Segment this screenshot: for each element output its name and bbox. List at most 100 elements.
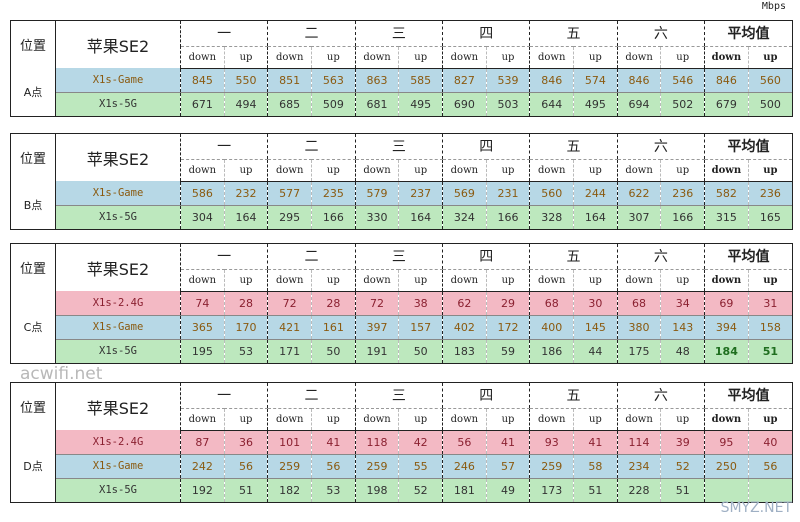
up-label: up [485,408,530,431]
results-table-3: 位置 苹果SE2 一二三四五六平均值 down up down up down up down up… [10,243,793,364]
up-label: up [223,159,268,182]
up-value: 52 [660,453,705,478]
down-value: 560 [529,181,574,205]
up-value: 38 [398,291,443,315]
network-name: X1s-5G [55,338,181,363]
up-value: 41 [311,430,356,454]
day-header: 五 [529,383,618,409]
up-value: 539 [485,68,530,92]
results-table-2: 位置 苹果SE2 一二三四五六平均值 down up down up down up down up… [10,133,793,230]
down-value: 186 [529,338,574,363]
down-value: 183 [442,338,487,363]
up-value: 550 [223,68,268,92]
up-value: 495 [573,91,618,116]
up-value: 166 [311,204,356,229]
down-value: 74 [180,291,225,315]
up-value: 28 [311,291,356,315]
average-down-value: 394 [704,314,749,339]
average-down-value: 315 [704,204,749,229]
day-header: 五 [529,21,618,47]
up-label: up [398,46,443,69]
down-value: 259 [267,453,312,478]
up-label: up [311,269,356,292]
up-value: 58 [573,453,618,478]
results-table: 位置 苹果SE2 一二三四五六平均值 down up down up down up down up… [11,21,792,116]
average-up-value: 158 [747,314,792,339]
header-row: 位置 苹果SE2 一二三四五六平均值 [11,134,792,181]
network-name: X1s-Game [55,68,181,92]
down-label: down [529,408,574,431]
up-value: 28 [223,291,268,315]
up-value: 170 [223,314,268,339]
down-value: 400 [529,314,574,339]
network-name: X1s-Game [55,181,181,205]
down-value: 198 [354,477,399,502]
average-header: 平均值 [704,21,792,47]
table-row: X1s-5G 192 51 182 53 198 52 181 49 173 51 228 51 [11,477,792,502]
network-name: X1s-Game [55,314,181,339]
up-label: up [398,159,443,182]
table-row: X1s-5G 195 53 171 50 191 50 183 59 186 44 175 48 184 5… [11,338,792,363]
down-label: down [354,159,399,182]
down-value: 569 [442,181,487,205]
table-row: X1s-5G 671 494 685 509 681 495 690 503 644 495 694 5… [11,91,792,116]
location-label: D点 [11,430,56,502]
up-label: up [660,46,705,69]
up-label: up [747,269,792,292]
up-value: 563 [311,68,356,92]
day-header: 六 [616,21,705,47]
day-header: 三 [354,21,443,47]
down-label: down [267,269,312,292]
up-value: 231 [485,181,530,205]
down-label: down [529,46,574,69]
watermark: acwifi.net [20,364,103,384]
down-value: 577 [267,181,312,205]
watermark-corner: SMYZ.NET [720,500,792,516]
down-value: 182 [267,477,312,502]
down-value: 171 [267,338,312,363]
day-header: 一 [179,244,268,270]
down-value: 380 [616,314,661,339]
up-value: 503 [485,91,530,116]
down-value: 671 [180,91,225,116]
table-row: A点 X1s-Game 845 550 851 563 863 585 827 539 846 574… [11,68,792,116]
up-value: 41 [573,430,618,454]
table-row: X1s-5G 304 164 295 166 330 164 324 166 328 164 307 1… [11,204,792,229]
down-value: 195 [180,338,225,363]
down-value: 681 [354,91,399,116]
up-label: up [223,408,268,431]
up-label: up [223,269,268,292]
unit-label: Mbps [761,1,786,12]
down-label: down [704,269,749,292]
down-value: 118 [354,430,399,454]
device-header: 苹果SE2 [55,134,181,181]
up-label: up [223,46,268,69]
results-table-1: 位置 苹果SE2 一二三四五六平均值 down up down up down up down up… [10,20,793,117]
day-header: 四 [442,21,530,47]
down-label: down [442,408,487,431]
up-value: 41 [485,430,530,454]
up-value: 495 [398,91,443,116]
down-label: down [267,46,312,69]
up-label: up [573,46,618,69]
up-value: 55 [398,453,443,478]
down-value: 101 [267,430,312,454]
subheader-row: down up down up down up down up down up down up down… [11,408,792,431]
down-label: down [267,159,312,182]
up-value: 53 [223,338,268,363]
up-label: up [747,159,792,182]
up-value: 42 [398,430,443,454]
down-value: 68 [529,291,574,315]
average-up-value: 560 [747,68,792,92]
average-up-value: 31 [747,291,792,315]
down-label: down [704,46,749,69]
down-label: down [616,46,661,69]
up-label: up [747,408,792,431]
average-down-value [704,477,749,502]
up-value: 56 [223,453,268,478]
down-value: 234 [616,453,661,478]
up-value: 157 [398,314,443,339]
results-table: 位置 苹果SE2 一二三四五六平均值 down up down up down up down up… [11,383,792,502]
up-value: 51 [573,477,618,502]
subheader-row: down up down up down up down up down up down up down… [11,46,792,69]
